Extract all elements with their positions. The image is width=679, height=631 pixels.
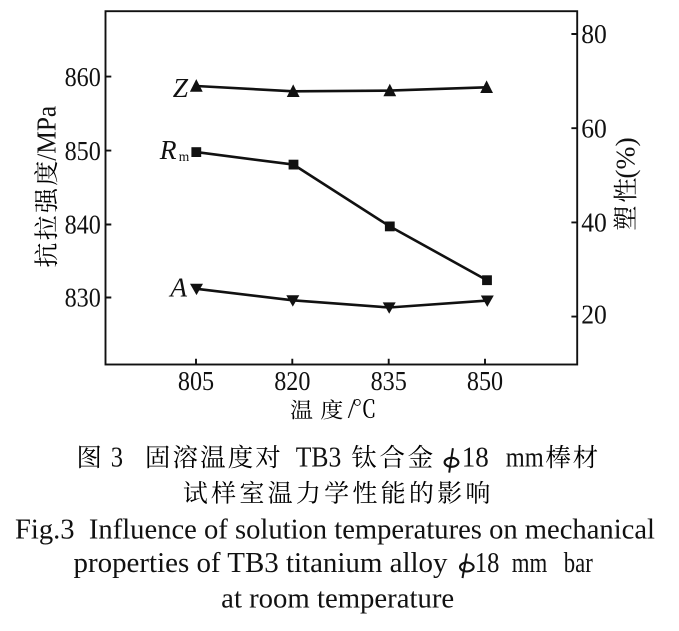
svg-text:TB3: TB3 <box>296 442 342 473</box>
svg-text:properties of TB3 titanium all: properties of TB3 titanium alloy <box>74 548 448 579</box>
svg-text:80: 80 <box>581 18 607 49</box>
svg-text:mm: mm <box>512 548 548 579</box>
svg-text:850: 850 <box>65 135 101 166</box>
svg-text:820: 820 <box>274 365 310 396</box>
svg-text:m: m <box>179 149 190 164</box>
svg-text:/: / <box>348 393 356 424</box>
svg-text:830: 830 <box>65 282 101 313</box>
svg-text:835: 835 <box>371 365 407 396</box>
svg-text:840: 840 <box>65 209 101 240</box>
svg-text:20: 20 <box>581 298 607 329</box>
svg-text:bar: bar <box>564 548 594 579</box>
svg-text:R: R <box>159 134 177 165</box>
svg-text:A: A <box>168 272 187 303</box>
svg-text:/MPa: /MPa <box>30 106 61 161</box>
svg-text:18: 18 <box>475 548 500 579</box>
svg-text:805: 805 <box>178 365 214 396</box>
svg-text:(%): (%) <box>610 137 641 178</box>
svg-text:at room temperature: at room temperature <box>221 584 454 615</box>
svg-text:40: 40 <box>581 207 607 238</box>
svg-text:mm: mm <box>506 442 544 473</box>
svg-text:18: 18 <box>462 442 489 473</box>
svg-text:850: 850 <box>467 365 503 396</box>
svg-text:Z: Z <box>173 72 189 103</box>
svg-text:60: 60 <box>581 112 607 143</box>
svg-text:3: 3 <box>111 442 123 473</box>
svg-text:Fig.3 Influence of solution t: Fig.3 Influence of solution temperatures… <box>15 515 655 546</box>
svg-text:860: 860 <box>65 61 101 92</box>
